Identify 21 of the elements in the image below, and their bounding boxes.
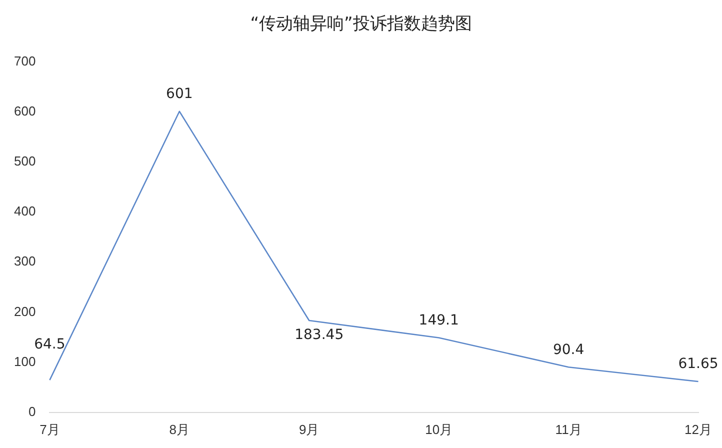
x-tick-label: 12月 bbox=[684, 422, 712, 437]
data-label: 149.1 bbox=[418, 312, 459, 328]
y-tick-label: 600 bbox=[14, 103, 36, 118]
chart-title: “传动轴异响”投诉指数趋势图 bbox=[249, 13, 473, 36]
x-tick-label: 8月 bbox=[169, 422, 190, 437]
x-tick-label: 10月 bbox=[425, 422, 453, 437]
y-tick-label: 500 bbox=[14, 154, 36, 169]
y-tick-label: 200 bbox=[14, 304, 36, 319]
y-tick-label: 300 bbox=[14, 254, 36, 269]
y-tick-label: 100 bbox=[14, 354, 36, 369]
data-label: 61.65 bbox=[678, 356, 718, 372]
data-label: 183.45 bbox=[294, 327, 344, 344]
x-tick-label: 9月 bbox=[299, 422, 320, 437]
x-tick-label: 11月 bbox=[555, 422, 582, 437]
data-label: 64.5 bbox=[34, 336, 66, 353]
data-label: 90.4 bbox=[552, 342, 584, 358]
data-label: 601 bbox=[166, 86, 193, 102]
y-tick-label: 700 bbox=[14, 53, 36, 68]
y-tick-label: 0 bbox=[28, 404, 36, 419]
y-tick-label: 400 bbox=[14, 204, 36, 219]
x-tick-label: 7月 bbox=[40, 422, 60, 437]
